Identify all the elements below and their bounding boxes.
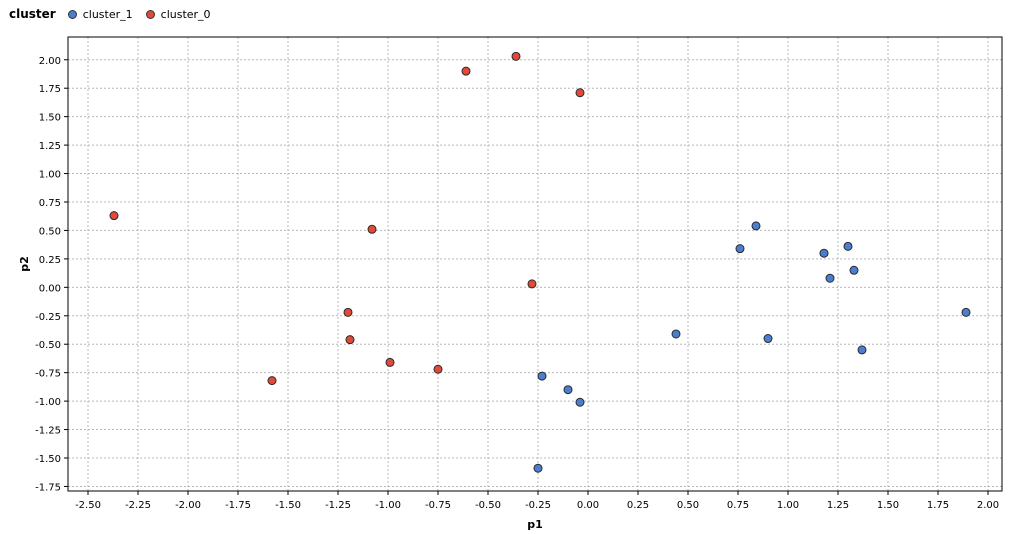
data-point-cluster-0	[345, 335, 355, 345]
data-point-cluster-0	[385, 357, 395, 367]
x-tick-label: -1.75	[225, 500, 251, 511]
y-tick-label: -0.50	[35, 340, 61, 351]
legend-marker-cluster-0	[145, 9, 155, 19]
y-tick-label: 1.25	[39, 141, 61, 152]
data-point-cluster-0	[267, 376, 277, 386]
x-tick-label: -1.00	[375, 500, 401, 511]
data-point-cluster-1	[961, 307, 971, 317]
axis-ticks: -2.50 -2.25 -2.00 -1.75 -1.50 -1.25 -1.00 -0.75…	[35, 56, 999, 511]
legend: cluster cluster_1 cluster_0	[9, 4, 224, 24]
legend-marker-cluster-1	[67, 9, 77, 19]
y-axis-title: p2	[18, 256, 31, 272]
data-point-cluster-1	[843, 241, 853, 251]
data-point-cluster-1	[537, 371, 547, 381]
legend-title: cluster	[9, 7, 56, 21]
data-point-cluster-1	[751, 221, 761, 231]
x-tick-label: 1.25	[827, 500, 849, 511]
x-tick-label: 1.50	[877, 500, 899, 511]
y-tick-label: 1.00	[39, 170, 61, 181]
x-tick-label: 2.00	[977, 500, 999, 511]
grid-lines	[68, 37, 1002, 491]
x-tick-label: 0.00	[577, 500, 599, 511]
data-point-cluster-1	[563, 385, 573, 395]
legend-item-cluster-1: cluster_1	[67, 7, 133, 21]
data-point-cluster-1	[671, 329, 681, 339]
data-point-cluster-1	[857, 345, 867, 355]
data-points	[109, 51, 971, 473]
x-tick-label: -0.50	[475, 500, 501, 511]
plot-area	[67, 36, 1003, 492]
data-point-cluster-0	[527, 279, 537, 289]
y-tick-label: 1.50	[39, 113, 61, 124]
x-tick-label: -2.00	[175, 500, 201, 511]
data-point-cluster-0	[433, 364, 443, 374]
x-tick-label: -2.25	[125, 500, 151, 511]
x-tick-label: -1.25	[325, 500, 351, 511]
data-point-cluster-0	[367, 224, 377, 234]
legend-label-cluster-1: cluster_1	[82, 7, 133, 21]
data-point-cluster-1	[533, 463, 543, 473]
x-tick-label: -0.75	[425, 500, 451, 511]
y-tick-label: 2.00	[39, 56, 61, 67]
x-tick-label: -1.50	[275, 500, 301, 511]
x-axis-title: p1	[527, 518, 543, 531]
y-tick-label: -1.00	[35, 397, 61, 408]
y-tick-label: 0.75	[39, 198, 61, 209]
data-point-cluster-0	[461, 66, 471, 76]
y-tick-label: 0.00	[39, 283, 61, 294]
data-point-cluster-0	[343, 307, 353, 317]
data-point-cluster-1	[825, 273, 835, 283]
y-tick-label: -1.25	[35, 426, 61, 437]
data-point-cluster-1	[575, 397, 585, 407]
data-point-cluster-0	[109, 211, 119, 221]
data-point-cluster-0	[511, 51, 521, 61]
x-tick-label: -2.50	[75, 500, 101, 511]
legend-label-cluster-0: cluster_0	[160, 7, 211, 21]
y-tick-label: 0.25	[39, 255, 61, 266]
x-tick-label: -0.25	[525, 500, 551, 511]
x-tick-label: 1.75	[927, 500, 949, 511]
data-point-cluster-1	[849, 265, 859, 275]
y-tick-label: -0.75	[35, 369, 61, 380]
data-point-cluster-1	[819, 248, 829, 258]
data-point-cluster-1	[763, 334, 773, 344]
y-tick-label: -1.75	[35, 482, 61, 493]
x-tick-label: 1.00	[777, 500, 799, 511]
y-tick-label: 0.50	[39, 226, 61, 237]
x-tick-label: 0.25	[627, 500, 649, 511]
y-tick-label: -0.25	[35, 312, 61, 323]
data-point-cluster-1	[735, 244, 745, 254]
data-point-cluster-0	[575, 88, 585, 98]
x-tick-label: 0.75	[727, 500, 749, 511]
x-tick-label: 0.50	[677, 500, 699, 511]
y-tick-label: 1.75	[39, 84, 61, 95]
y-tick-label: -1.50	[35, 454, 61, 465]
legend-item-cluster-0: cluster_0	[145, 7, 211, 21]
